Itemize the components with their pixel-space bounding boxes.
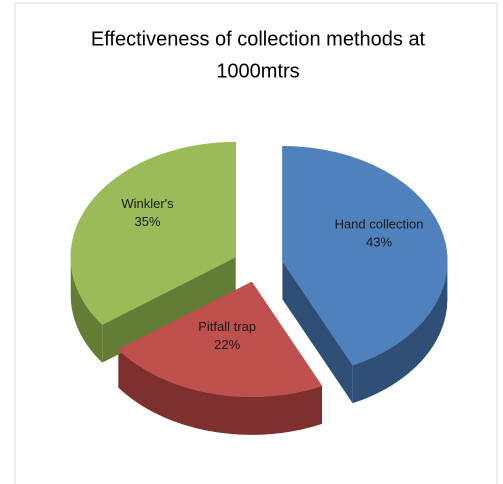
slice-sides — [70, 257, 448, 435]
slice-wall — [70, 257, 103, 363]
slice-label: Winkler's — [121, 196, 174, 211]
slice-value-label: 35% — [134, 214, 160, 229]
slice-wall — [352, 261, 448, 404]
slice-face — [282, 261, 353, 404]
slice-value-label: 22% — [214, 337, 240, 352]
slice-face — [102, 257, 236, 363]
chart-title: Effectiveness of collection methods at — [91, 28, 426, 50]
slice — [70, 141, 236, 325]
slice — [282, 145, 448, 366]
slices — [70, 141, 448, 398]
chart-title: 1000mtrs — [216, 60, 299, 82]
slice-label: Hand collection — [335, 217, 424, 232]
labels: Hand collection 43% Pitfall trap 22% Winkler… — [121, 196, 423, 352]
slice — [117, 281, 323, 398]
slice-label: Pitfall trap — [198, 319, 256, 334]
slice-value-label: 43% — [366, 235, 392, 250]
slice-wall — [118, 349, 323, 435]
